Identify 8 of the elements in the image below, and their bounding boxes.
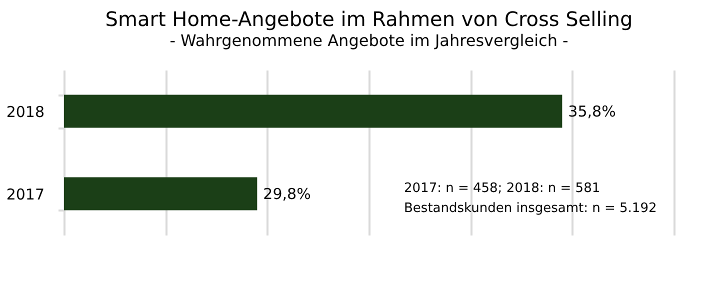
chart-subtitle: - Wahrgenommene Angebote im Jahresvergleich -	[170, 31, 568, 50]
annotation: Bestandskunden insgesamt: n = 5.192	[404, 201, 657, 216]
annotation: 2017: n = 458; 2018: n = 581	[404, 181, 600, 196]
data-label: 35,8%	[568, 102, 616, 120]
chart-title: Smart Home-Angebote im Rahmen von Cross Selling	[105, 7, 633, 31]
y-tick-label: 2017	[6, 185, 44, 204]
y-tick-label: 2018	[6, 102, 44, 121]
data-label: 29,8%	[263, 184, 311, 203]
